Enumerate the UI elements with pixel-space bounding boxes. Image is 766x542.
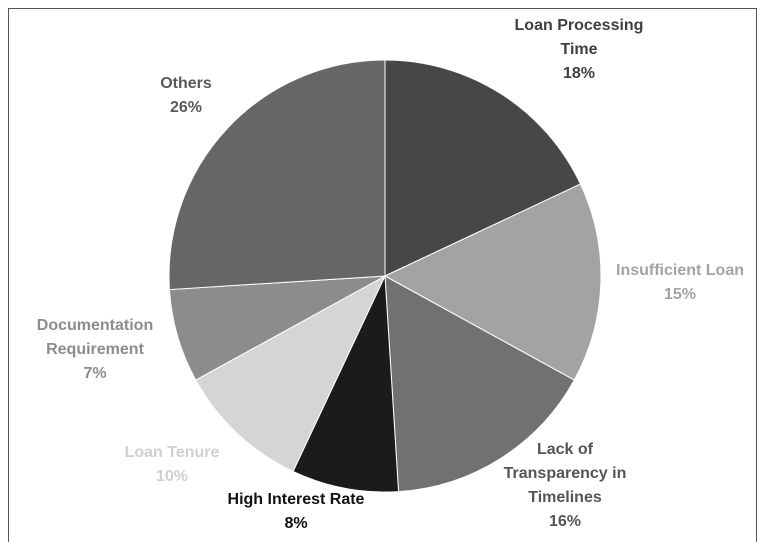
slice-label: Insufficient Loan 15%: [600, 259, 760, 307]
slice-percent: 8%: [284, 515, 308, 532]
slice-label: Loan Tenure 10%: [102, 441, 242, 489]
pie-slice: [292, 275, 400, 493]
slice-label: Lack of Transparency in Timelines 16%: [490, 438, 640, 534]
slice-percent: 26%: [169, 99, 203, 116]
slice-label: Others 26%: [126, 72, 246, 120]
pie-slice: [195, 274, 387, 473]
slice-label: Loan Processing Time 18%: [504, 14, 654, 86]
pie-slice: [168, 59, 386, 291]
slice-percent: 7%: [83, 365, 107, 382]
slice-percent: 18%: [562, 65, 596, 82]
slice-name: Documentation Requirement: [36, 317, 154, 358]
pie-slice: [383, 183, 602, 381]
slice-name: Lack of Transparency in Timelines: [503, 441, 627, 506]
slice-label: Documentation Requirement 7%: [20, 314, 170, 386]
slice-label: High Interest Rate 8%: [201, 488, 391, 536]
slice-name: Insufficient Loan: [616, 262, 744, 279]
slice-name: Loan Processing Time: [514, 17, 644, 58]
slice-percent: 15%: [663, 286, 697, 303]
pie-slice: [384, 59, 582, 277]
pie-slice: [384, 275, 575, 493]
slice-name: High Interest Rate: [227, 491, 365, 508]
slice-percent: 16%: [548, 513, 582, 530]
slice-percent: 10%: [155, 468, 189, 485]
chart-frame: [8, 8, 757, 542]
slice-name: Others: [160, 75, 212, 92]
slice-name: Loan Tenure: [124, 444, 220, 461]
